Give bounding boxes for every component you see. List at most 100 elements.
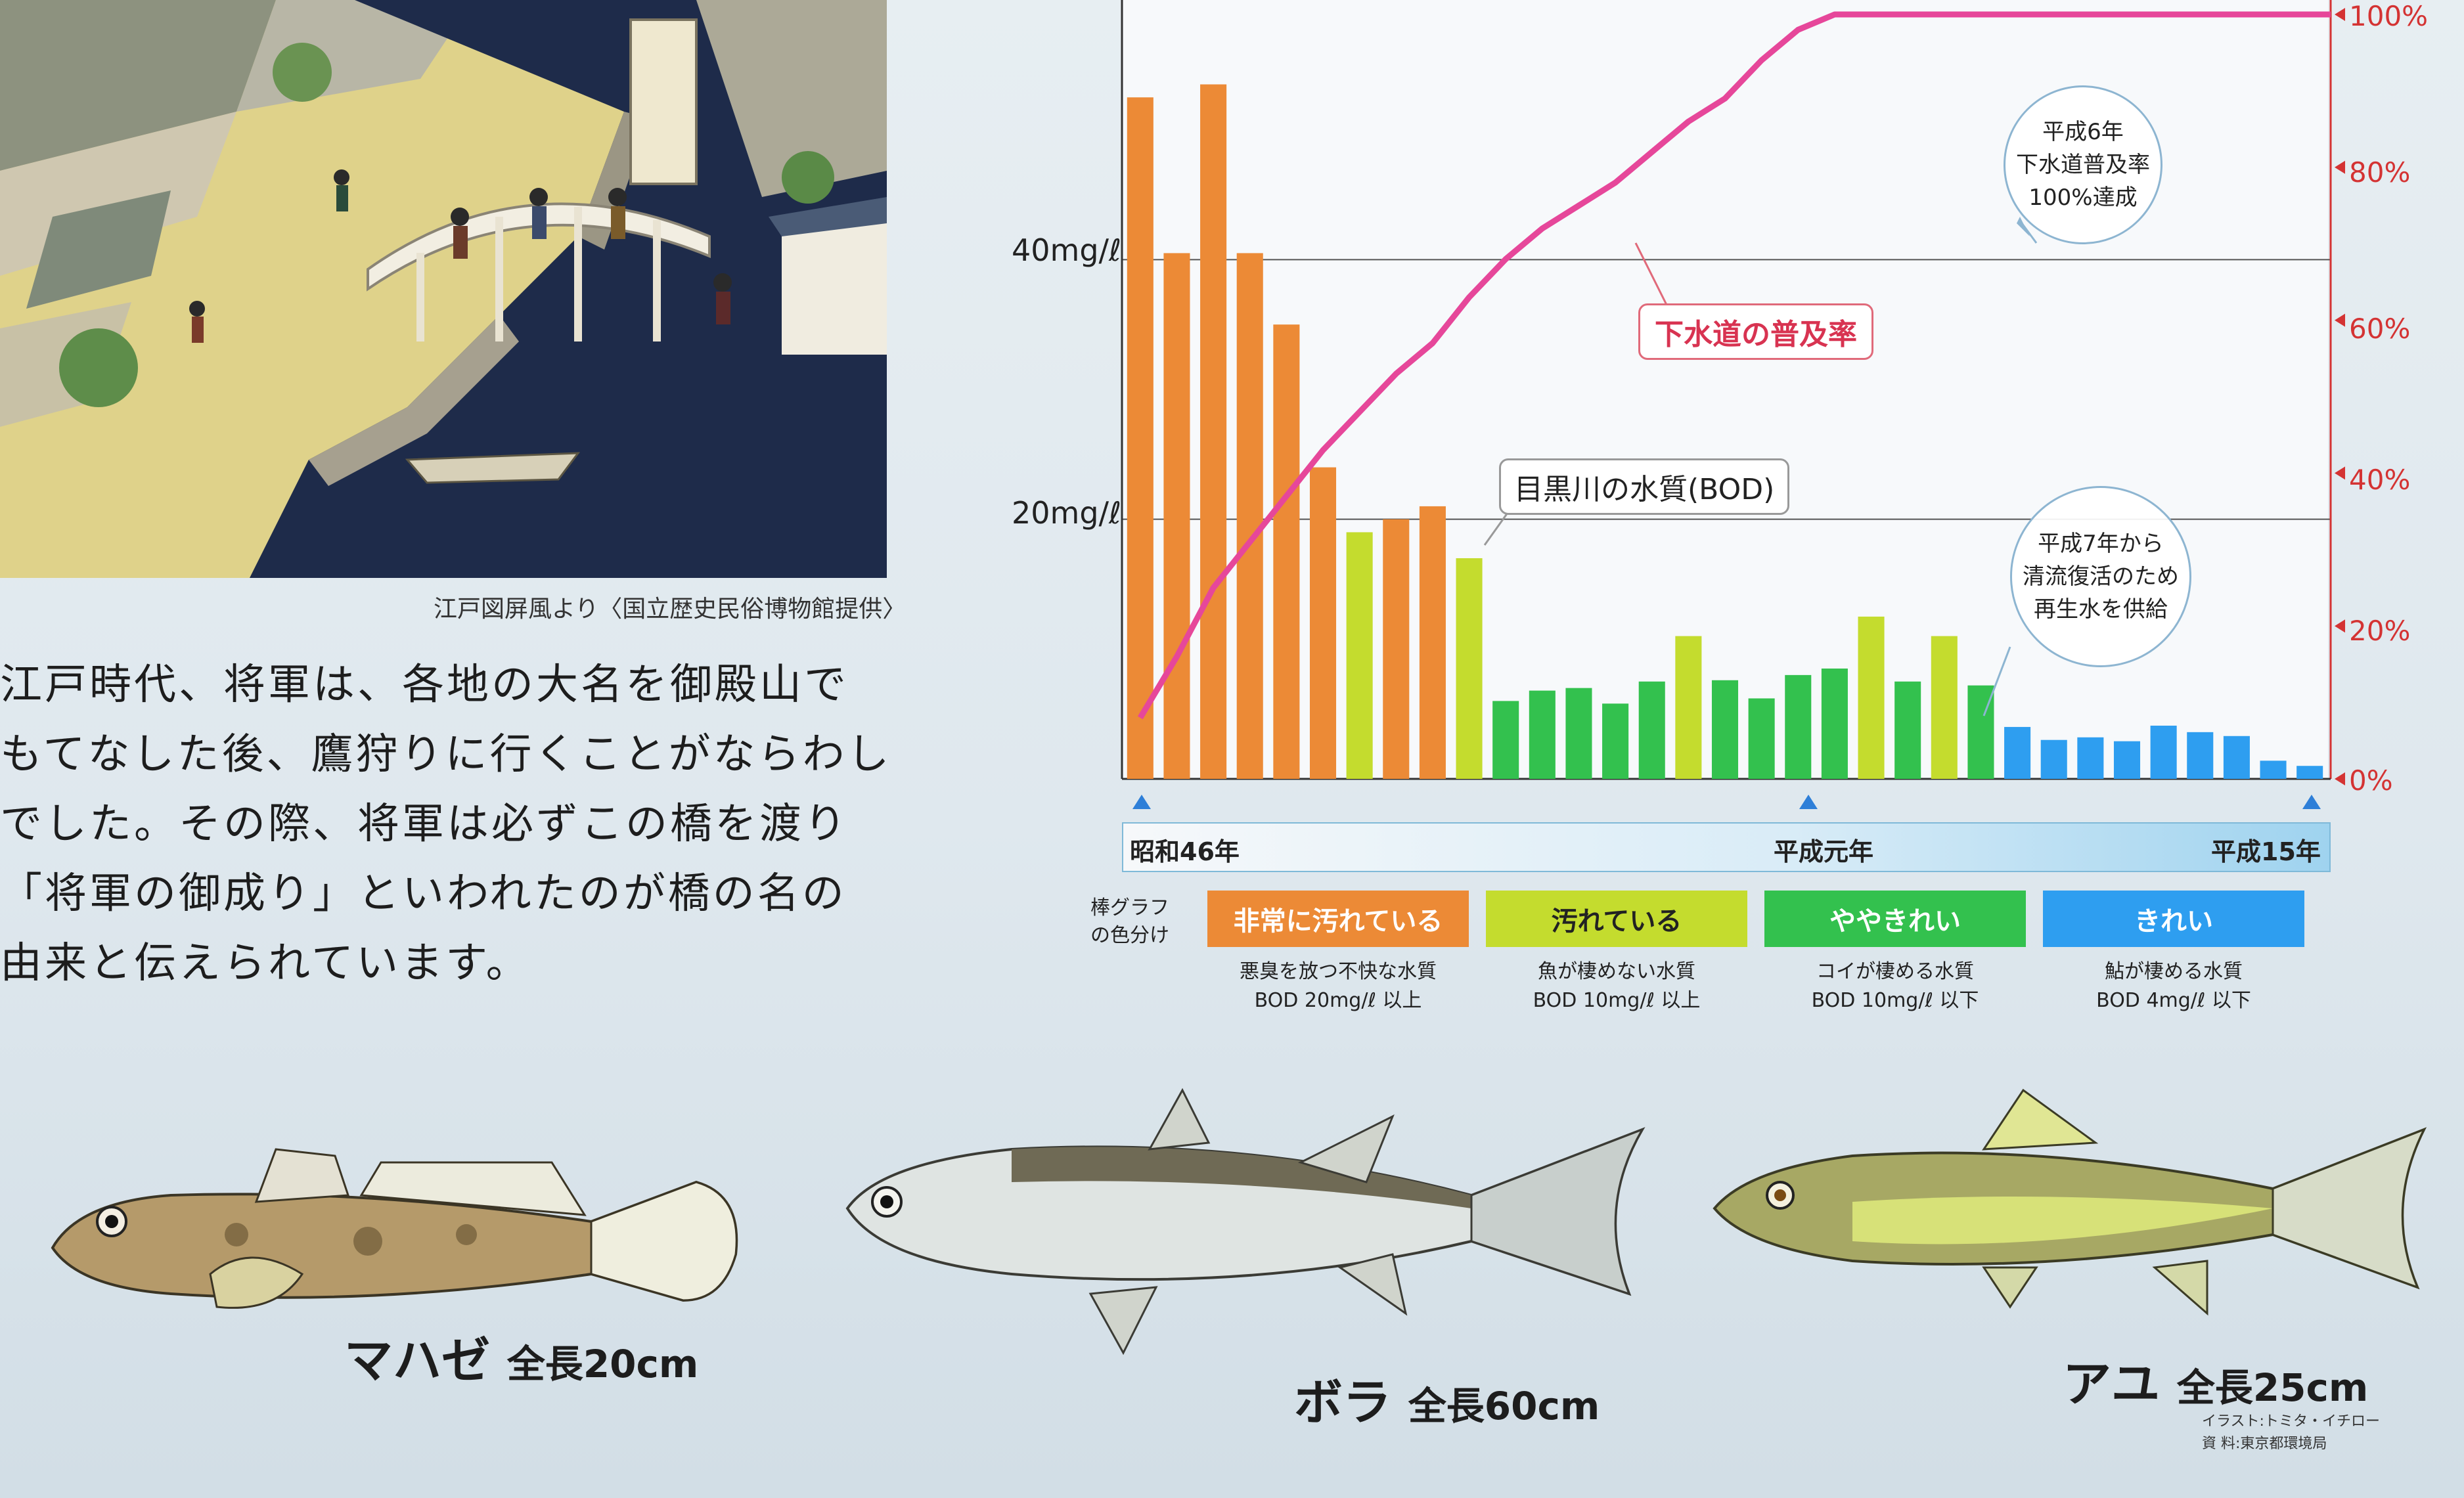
legend-desc-very-dirty: 悪臭を放つ不快な水質 BOD 20mg/ℓ 以上 <box>1207 958 1469 1015</box>
ayu-fish-illustration <box>1713 1088 2427 1316</box>
edo-screen-painting <box>0 0 887 578</box>
bod-bar <box>1200 84 1227 779</box>
annotation-pointer <box>1982 646 2011 716</box>
history-line: 「将軍の御成り」といわれたのが橋の名の <box>0 870 847 918</box>
sewer-rate-line <box>1137 11 2331 720</box>
sewer-rate-label: 下水道の普及率 <box>1638 303 1873 360</box>
legend-desc-line: BOD 10mg/ℓ 以下 <box>1811 989 1979 1012</box>
sewer-label-pointer <box>1634 242 1670 309</box>
legend-desc-line: 鮎が棲める水質 <box>2105 960 2243 983</box>
bod-bar <box>2187 732 2214 779</box>
right-tick-mark <box>2335 160 2345 174</box>
x-label-end: 平成15年 <box>2211 837 2321 866</box>
legend-slightly-clean: ややきれい <box>1764 891 2026 947</box>
legend-desc-clean: 鮎が棲める水質 BOD 4mg/ℓ 以下 <box>2043 958 2304 1015</box>
bubble-line: 清流復活のため <box>2023 563 2179 590</box>
edo-painting-illustration <box>0 0 887 578</box>
bod-bar <box>1309 467 1337 779</box>
legend-desc-line: 魚が棲めない水質 <box>1538 960 1695 983</box>
right-tick-80: 80% <box>2349 156 2411 188</box>
illustration-credit: イラスト:トミタ・イチロー <box>2202 1413 2380 1430</box>
bod-bars <box>1127 84 2323 780</box>
bod-bar <box>1711 680 1739 779</box>
legend-title-line: 棒グラフ <box>1090 896 1169 919</box>
fish-name-text: マハゼ <box>344 1333 490 1389</box>
bod-bar <box>1273 324 1300 780</box>
legend-clean: きれい <box>2043 891 2304 947</box>
sewer-milestone-bubble: 平成6年 下水道普及率 100%達成 <box>2004 85 2162 244</box>
plot-background <box>1122 0 2328 779</box>
fish-length: 全長60cm <box>1408 1384 1600 1428</box>
history-line: もてなした後、鷹狩りに行くことがならわし <box>0 730 892 779</box>
water-quality-chart: 40mg/ℓ 20mg/ℓ 100% 80% 60% 40% 20% 0% 昭和… <box>972 0 2464 1038</box>
mullet-name: ボラ 全長60cm <box>1294 1363 1600 1434</box>
bod-bar <box>2004 726 2031 779</box>
chart-plot-area <box>1121 0 2345 809</box>
right-tick-mark <box>2335 313 2345 327</box>
bubble-line: 再生水を供給 <box>2034 596 2168 623</box>
history-line: でした。その際、将軍は必ずこの橋を渡り <box>0 800 849 848</box>
recycled-water-bubble: 平成7年から 清流復活のため 再生水を供給 <box>2010 486 2191 667</box>
bod-bar <box>1675 636 1702 779</box>
legend-desc-slightly-clean: コイが棲める水質 BOD 10mg/ℓ 以下 <box>1764 958 2026 1015</box>
legend-title: 棒グラフ の色分け <box>1090 894 1169 950</box>
bod-bar <box>2040 739 2067 779</box>
x-marker-heisei15 <box>2302 795 2321 809</box>
legend-desc-dirty: 魚が棲めない水質 BOD 10mg/ℓ 以上 <box>1486 958 1747 1015</box>
bod-bar <box>1236 253 1263 779</box>
right-tick-mark <box>2335 619 2345 633</box>
bod-bar <box>1492 701 1519 779</box>
right-tick-mark <box>2335 8 2345 21</box>
bod-bar <box>1821 668 1848 779</box>
goby-name: マハゼ 全長20cm <box>344 1321 698 1392</box>
fish-length: 全長25cm <box>2176 1365 2369 1410</box>
bod-bar <box>1565 688 1592 779</box>
bod-bar <box>1163 253 1190 779</box>
legend-dirty: 汚れている <box>1486 891 1747 947</box>
bod-bar <box>1858 616 1885 779</box>
bubble-line: 下水道普及率 <box>2016 152 2150 178</box>
bod-bar <box>1529 690 1556 779</box>
ayu-name: アユ 全長25cm <box>2063 1345 2368 1415</box>
legend-desc-line: BOD 10mg/ℓ 以上 <box>1533 989 1701 1012</box>
bod-bar <box>1894 681 1921 779</box>
fish-name-text: ボラ <box>1294 1375 1391 1431</box>
right-tick-20: 20% <box>2349 615 2411 647</box>
legend-title-line: の色分け <box>1090 924 1169 947</box>
right-tick-40: 40% <box>2349 464 2411 496</box>
bod-bar <box>1785 674 1812 779</box>
bod-bar <box>1383 519 1410 779</box>
bod-bar <box>2260 760 2287 779</box>
legend-desc-line: BOD 4mg/ℓ 以下 <box>2096 989 2251 1012</box>
painting-caption: 江戸図屏風より〈国立歴史民俗博物館提供〉 <box>434 596 907 623</box>
history-line: 由来と伝えられています。 <box>0 939 531 988</box>
bod-bar <box>1931 636 1958 779</box>
right-tick-60: 60% <box>2349 313 2411 345</box>
sewer-line-layer <box>1137 11 2331 720</box>
left-tick-40: 40mg/ℓ <box>1012 232 1122 268</box>
bubble-line: 平成6年 <box>2042 119 2124 145</box>
bod-bar <box>1638 681 1665 779</box>
bod-bar <box>1346 532 1373 779</box>
bod-bar <box>2113 741 2141 779</box>
right-tick-marks <box>2335 8 2345 785</box>
bod-bar <box>1748 698 1775 779</box>
x-marker-heisei1 <box>1799 795 1818 809</box>
bod-bar <box>2077 737 2104 779</box>
bubble-line: 平成7年から <box>2038 531 2164 557</box>
right-tick-0: 0% <box>2349 764 2393 797</box>
bod-bar <box>2150 725 2177 779</box>
fish-name-text: アユ <box>2063 1356 2160 1413</box>
legend-desc-line: コイが棲める水質 <box>1816 960 1974 983</box>
credits: イラスト:トミタ・イチロー 資 料:東京都環境局 <box>2202 1411 2380 1455</box>
x-label-start: 昭和46年 <box>1130 837 1240 866</box>
bod-bar <box>1456 558 1483 779</box>
bod-bar <box>2296 766 2323 779</box>
bod-bar <box>1127 97 1154 779</box>
bod-bar <box>1419 506 1446 779</box>
history-line: 江戸時代、将軍は、各地の大名を御殿山で <box>0 661 849 709</box>
fish-length: 全長20cm <box>506 1342 699 1386</box>
left-tick-20: 20mg/ℓ <box>1012 495 1122 531</box>
right-tick-mark <box>2335 466 2345 480</box>
